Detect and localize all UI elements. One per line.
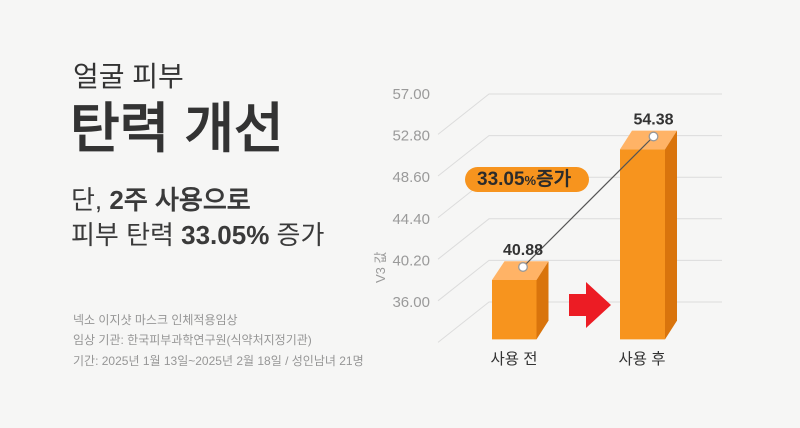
svg-text:44.40: 44.40	[392, 211, 430, 228]
svg-text:40.20: 40.20	[392, 252, 430, 269]
svg-text:48.60: 48.60	[392, 169, 430, 186]
svg-text:52.80: 52.80	[392, 128, 430, 145]
svg-text:36.00: 36.00	[392, 294, 430, 311]
svg-text:57.00: 57.00	[392, 86, 430, 103]
svg-text:사용 전: 사용 전	[490, 350, 537, 368]
svg-text:33.05%증가: 33.05%증가	[477, 168, 572, 190]
svg-text:40.88: 40.88	[503, 242, 543, 259]
svg-text:사용 후: 사용 후	[618, 350, 665, 368]
svg-text:54.38: 54.38	[633, 112, 673, 129]
